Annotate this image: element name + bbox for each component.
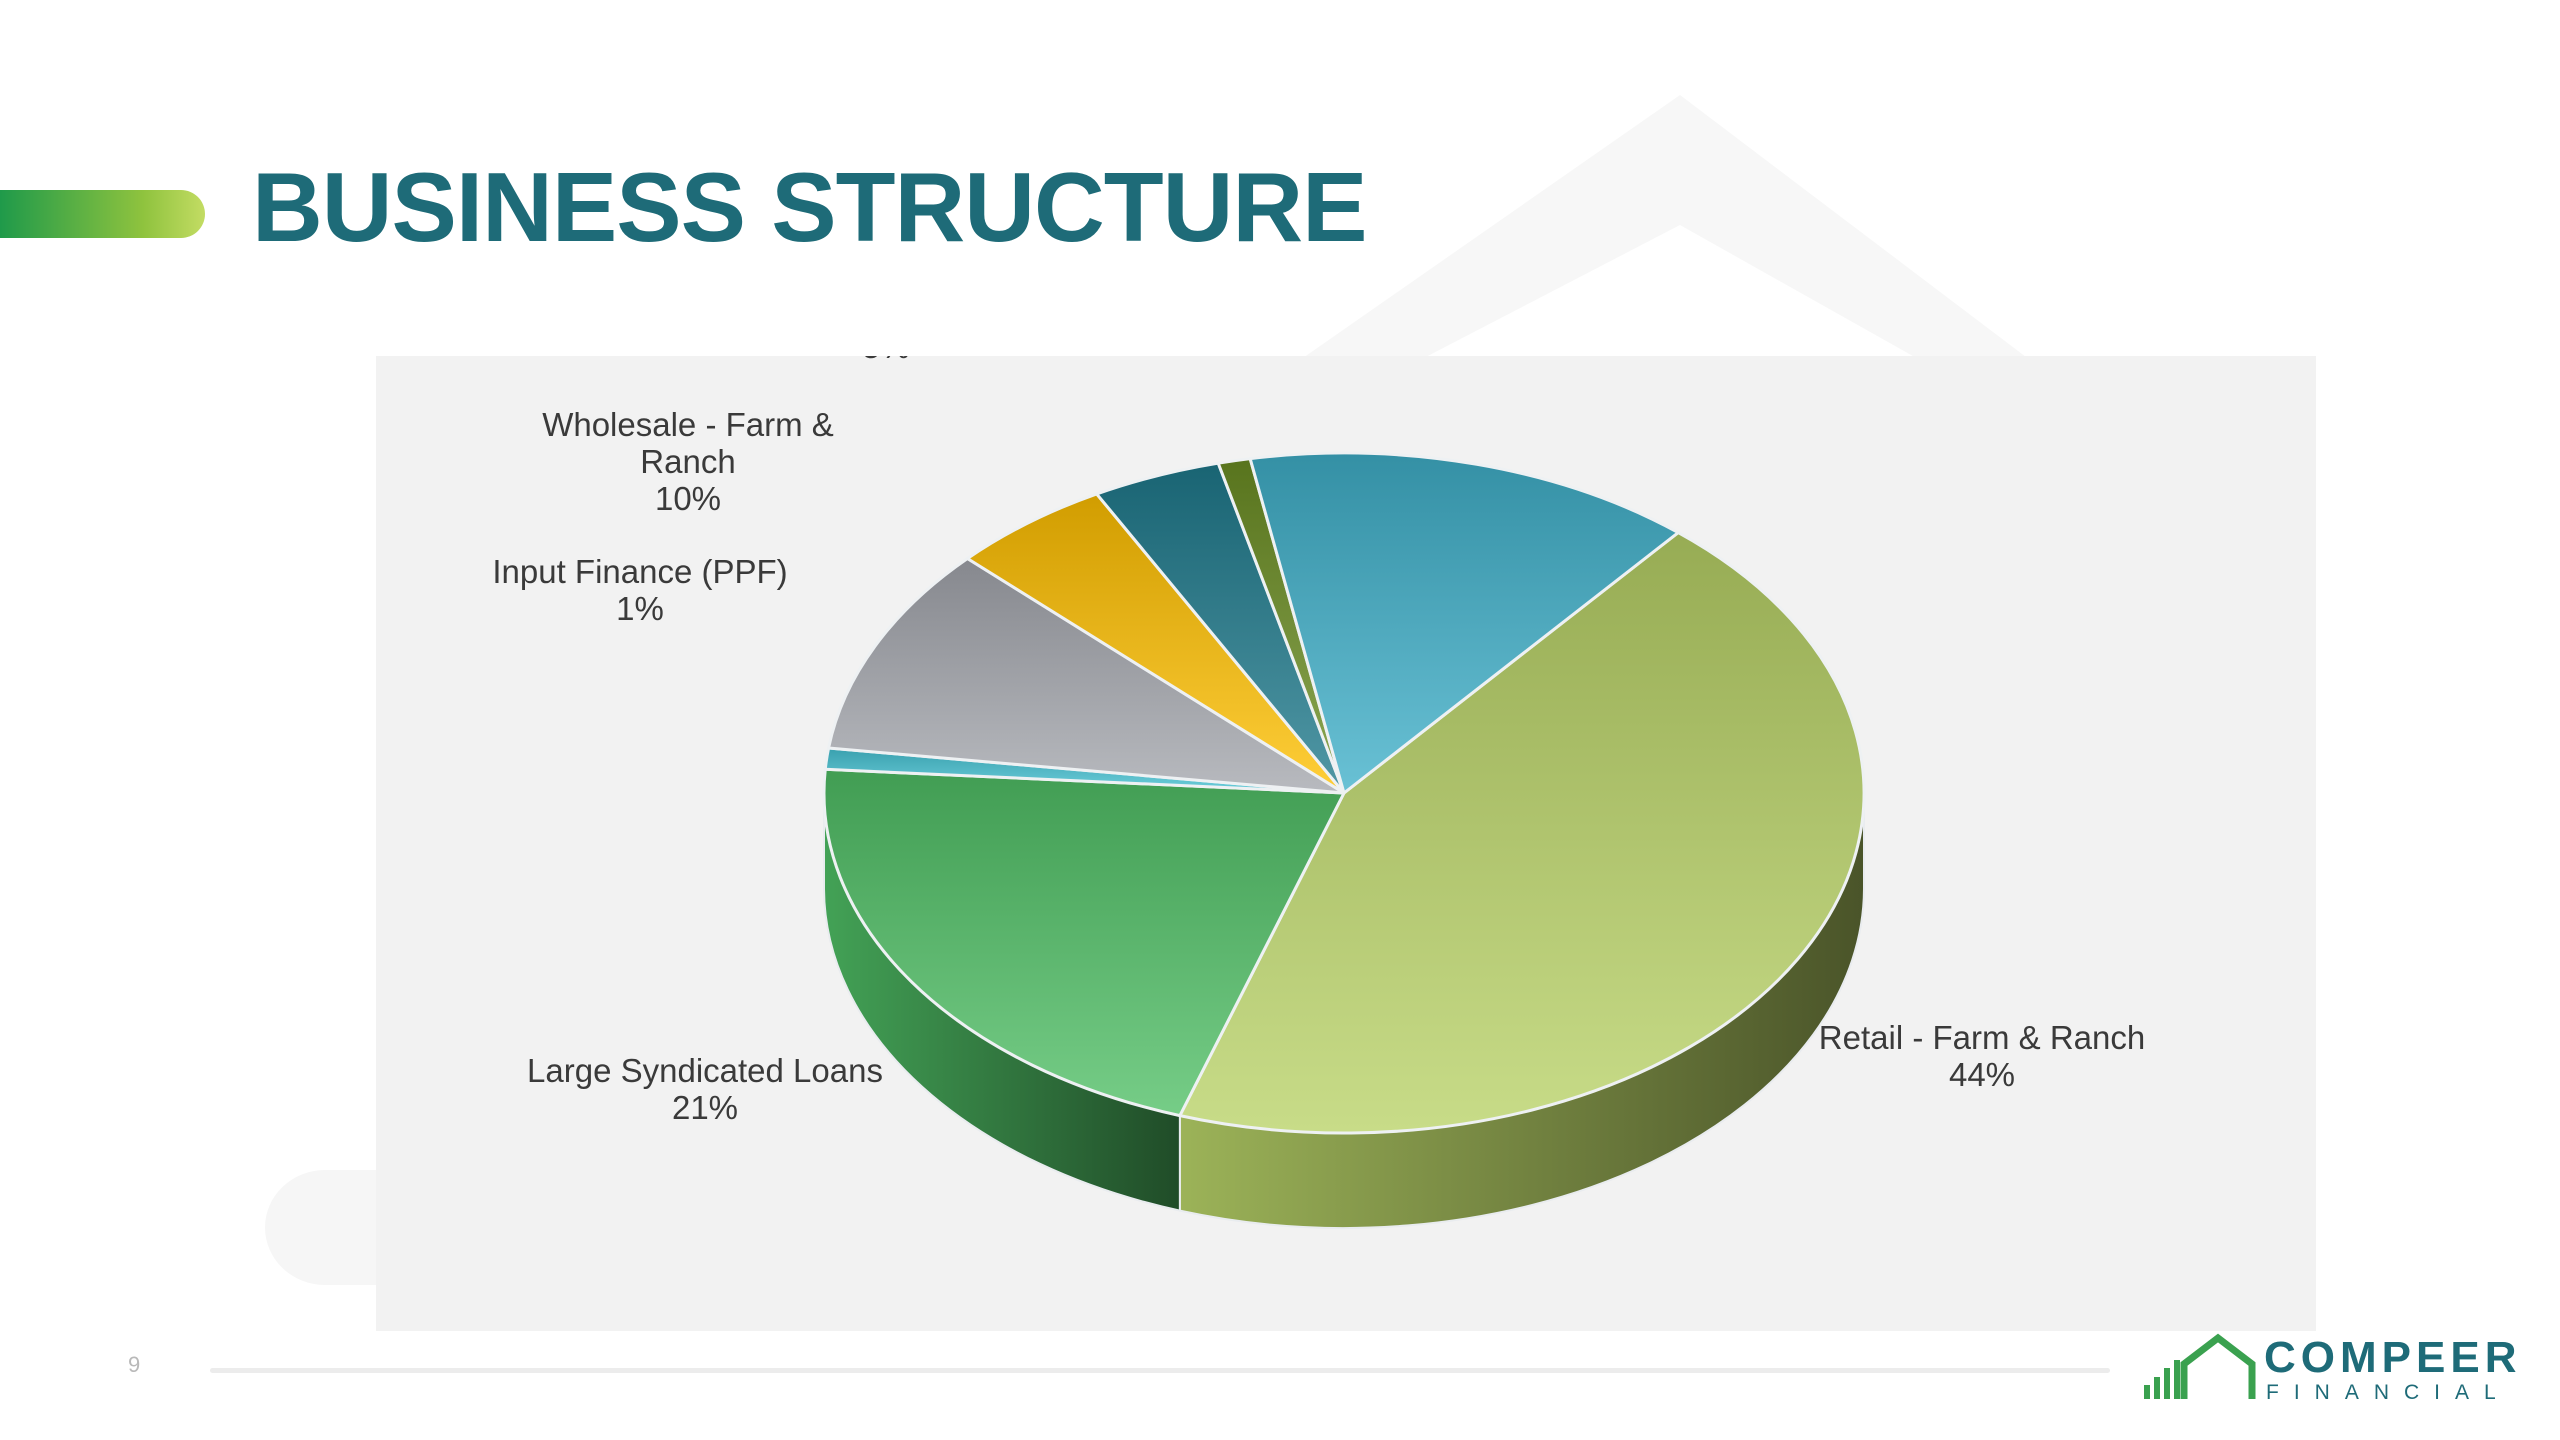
footer-divider (210, 1368, 2110, 1373)
compeer-logo: COMPEER FINANCIAL (2140, 1330, 2516, 1410)
page-number: 9 (128, 1352, 141, 1377)
logo-wordmark: COMPEER (2264, 1333, 2522, 1382)
data-label-home-mortgage: Home Mortgage5% (768, 356, 1005, 365)
logo-subtitle: FINANCIAL (2266, 1381, 2511, 1404)
data-label-input-finance-ppf-: Input Finance (PPF) 1% (492, 553, 787, 627)
logo-house-icon (2144, 1333, 2256, 1399)
pie-slice-retail-farm-ranch (1178, 531, 1866, 1135)
pie-slice-large-syndicated-loans (822, 767, 1346, 1118)
page-title: BUSINESS STRUCTURE (252, 152, 1368, 262)
pie-slices (822, 451, 1866, 1135)
data-label-retail-farm-ranch: Retail - Farm & Ranch 44% (1819, 1019, 2145, 1093)
pie-slice-wholesale-farm-ranch (827, 557, 1346, 795)
pie-chart: Retail - Large Operation14%Investments4%… (492, 356, 2145, 1229)
title-accent-bar (0, 190, 205, 238)
chart-panel: Retail - Large Operation14%Investments4%… (376, 356, 2316, 1331)
pie-slice-home-mortgage (965, 492, 1346, 795)
data-labels: Retail - Large Operation14%Investments4%… (492, 356, 2145, 1126)
data-label-large-syndicated-loans: Large Syndicated Loans 21% (527, 1052, 883, 1126)
data-label-wholesale-farm-ranch: Wholesale - Farm & Ranch 10% (542, 406, 834, 517)
pie-slice-retail-large-operation (1248, 451, 1680, 795)
